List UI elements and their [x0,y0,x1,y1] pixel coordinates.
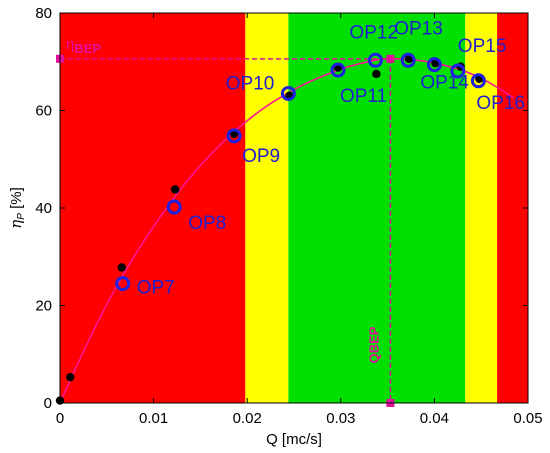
measured-point [66,372,75,382]
op-label-op9: OP9 [242,146,280,167]
eta-bep-label: ηBEP [66,36,101,56]
axis-ticks: 0 0.01 0.02 0.03 0.04 0.05 0 20 40 60 80 [35,5,542,427]
x-tick-label: 0.02 [233,410,262,427]
op-label-op7: OP7 [137,278,175,299]
x-tick-label: 0.04 [420,410,449,427]
bep-point-marker [386,54,395,63]
measured-points [55,54,484,405]
op-marker-op15 [450,63,466,79]
y-tick-label: 60 [35,103,52,120]
measured-point [117,263,126,272]
op-label-op13: OP13 [394,18,443,39]
op-marker-op8 [166,199,182,215]
x-tick-label: 0.01 [139,410,168,427]
y-axis-title: ηP [%] [7,187,27,229]
zone-yellow [465,13,498,403]
op-label-op16: OP16 [476,93,525,114]
op-marker-op7 [115,276,131,292]
measured-point [372,69,381,79]
zone-red [60,13,246,403]
operating-zones [60,13,528,403]
x-tick-label: 0.05 [513,410,542,427]
measured-point [170,185,180,194]
zone-yellow [245,13,289,403]
q-bep-label: QBEP [366,326,381,363]
op-label-op8: OP8 [188,213,226,234]
y-tick-label: 0 [44,395,52,412]
op-label-op15: OP15 [458,36,507,57]
y-tick-label: 20 [35,298,52,315]
op-marker-op10 [280,85,296,101]
op-marker-op12 [367,52,383,68]
op-label-op10: OP10 [226,73,275,94]
y-tick-label: 40 [35,200,52,217]
axis-labels: Q [mc/s] ηP [%] [7,187,322,448]
x-tick-label: 0 [56,410,64,427]
x-axis-title: Q [mc/s] [266,431,322,448]
op-marker-op14 [426,57,442,73]
op-marker-op13 [400,52,416,68]
op-label-op12: OP12 [349,22,398,43]
x-tick-label: 0.03 [326,410,355,427]
op-marker-op11 [330,62,346,78]
op-marker-op16 [470,73,486,89]
bep-guides: ηBEP QBEP [56,36,395,407]
zone-red [497,13,528,403]
op-label-op11: OP11 [340,86,387,107]
op-marker-op9 [226,128,242,144]
y-tick-label: 80 [35,5,52,22]
